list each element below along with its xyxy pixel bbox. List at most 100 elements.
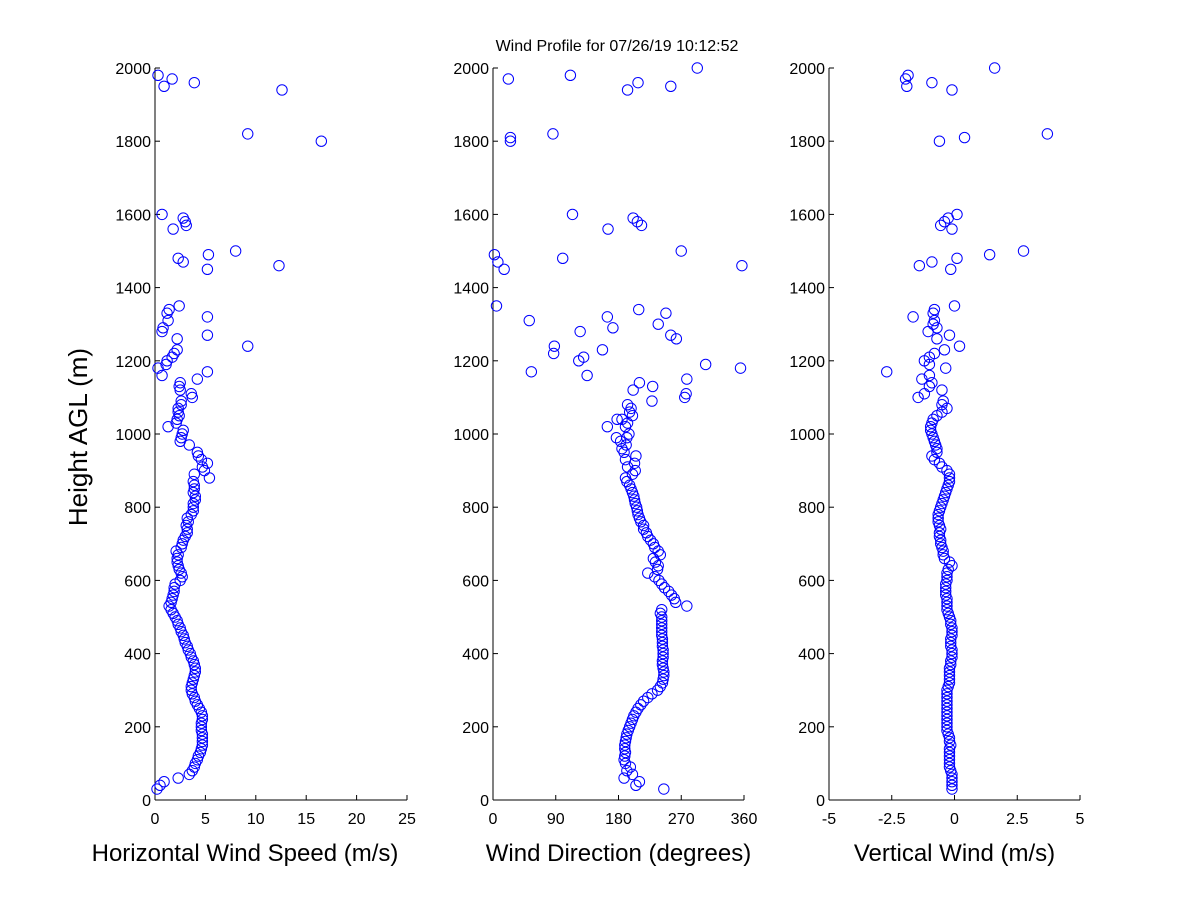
- data-point: [658, 666, 670, 678]
- data-point: [654, 680, 667, 693]
- data-point: [629, 497, 641, 510]
- data-point: [621, 431, 633, 444]
- data-point: [943, 673, 956, 685]
- data-point: [653, 574, 665, 587]
- data-point: [943, 735, 956, 748]
- data-point: [646, 688, 658, 700]
- x-tick-label: 10: [247, 811, 265, 828]
- data-point: [951, 252, 963, 265]
- data-point: [172, 402, 184, 415]
- data-point: [177, 424, 189, 437]
- data-point: [656, 658, 669, 671]
- data-point: [179, 216, 191, 228]
- data-point: [619, 746, 632, 759]
- data-point: [941, 691, 953, 704]
- data-point: [940, 362, 952, 374]
- y-tick-label: 600: [798, 573, 825, 590]
- data-point: [945, 618, 957, 631]
- data-point: [498, 263, 510, 275]
- data-point: [172, 406, 184, 418]
- data-point: [564, 69, 577, 82]
- data-point: [165, 596, 177, 609]
- data-point: [614, 435, 627, 448]
- data-point: [934, 538, 947, 550]
- data-point: [632, 702, 644, 715]
- data-point: [945, 640, 957, 652]
- data-point: [656, 578, 668, 590]
- data-point: [630, 779, 642, 792]
- y-tick-label: 1000: [453, 427, 489, 444]
- data-point: [945, 636, 957, 649]
- x-tick-label: 20: [348, 811, 366, 828]
- data-point: [938, 216, 951, 228]
- data-point: [670, 333, 683, 345]
- data-point: [943, 746, 956, 759]
- data-point: [656, 636, 669, 649]
- x-tick-label: 180: [605, 811, 632, 828]
- data-point: [936, 461, 948, 473]
- data-point: [574, 325, 586, 338]
- data-point: [621, 399, 634, 411]
- data-point: [918, 388, 931, 400]
- data-point: [201, 457, 214, 469]
- data-point: [646, 395, 658, 407]
- data-point: [201, 311, 214, 323]
- data-point: [203, 472, 216, 484]
- data-point: [504, 131, 517, 144]
- data-point: [187, 673, 200, 685]
- data-point: [196, 735, 209, 748]
- data-point: [623, 479, 636, 491]
- data-point: [656, 629, 668, 641]
- y-tick-label: 2000: [115, 61, 151, 78]
- data-point: [946, 84, 958, 96]
- data-point: [926, 256, 938, 268]
- data-point: [181, 527, 193, 539]
- data-point: [928, 347, 941, 360]
- y-tick-label: 1400: [453, 281, 489, 298]
- data-point: [195, 721, 208, 733]
- data-point: [933, 135, 946, 147]
- data-point: [157, 322, 169, 334]
- data-point: [196, 739, 209, 751]
- data-point: [619, 472, 632, 484]
- y-tick-label: 800: [124, 500, 151, 517]
- data-point: [988, 62, 1001, 74]
- data-point: [188, 76, 201, 89]
- data-point: [946, 776, 958, 788]
- figure-title: Wind Profile for 07/26/19 10:12:52: [496, 38, 739, 55]
- data-point: [488, 248, 501, 261]
- data-point: [658, 582, 671, 594]
- data-point: [881, 366, 893, 378]
- data-point: [937, 395, 949, 407]
- data-point: [943, 750, 956, 762]
- data-point: [649, 556, 662, 568]
- data-point: [943, 757, 956, 770]
- data-point: [928, 314, 941, 327]
- data-point: [191, 446, 204, 458]
- data-point: [642, 567, 654, 579]
- data-point: [946, 779, 958, 792]
- data-point: [201, 263, 214, 275]
- data-point: [188, 468, 201, 480]
- data-point: [651, 563, 664, 576]
- data-point: [156, 369, 168, 382]
- data-point: [907, 311, 919, 323]
- data-point: [941, 600, 953, 612]
- data-point: [621, 461, 634, 473]
- data-point: [940, 585, 952, 598]
- data-point: [934, 219, 947, 232]
- data-point: [620, 439, 632, 451]
- panel-3: 0 200 400 600 800 1000 1200 1400 1600 1800 2000 -5 -…: [789, 61, 1084, 867]
- data-point: [502, 73, 515, 85]
- data-point: [948, 300, 961, 312]
- data-point: [185, 684, 197, 696]
- data-point: [187, 475, 200, 488]
- data-point: [610, 431, 623, 444]
- data-point: [941, 603, 953, 616]
- data-point: [912, 391, 924, 404]
- data-point: [736, 259, 748, 272]
- data-point: [946, 223, 958, 235]
- data-point: [681, 373, 693, 385]
- data-point: [577, 351, 590, 363]
